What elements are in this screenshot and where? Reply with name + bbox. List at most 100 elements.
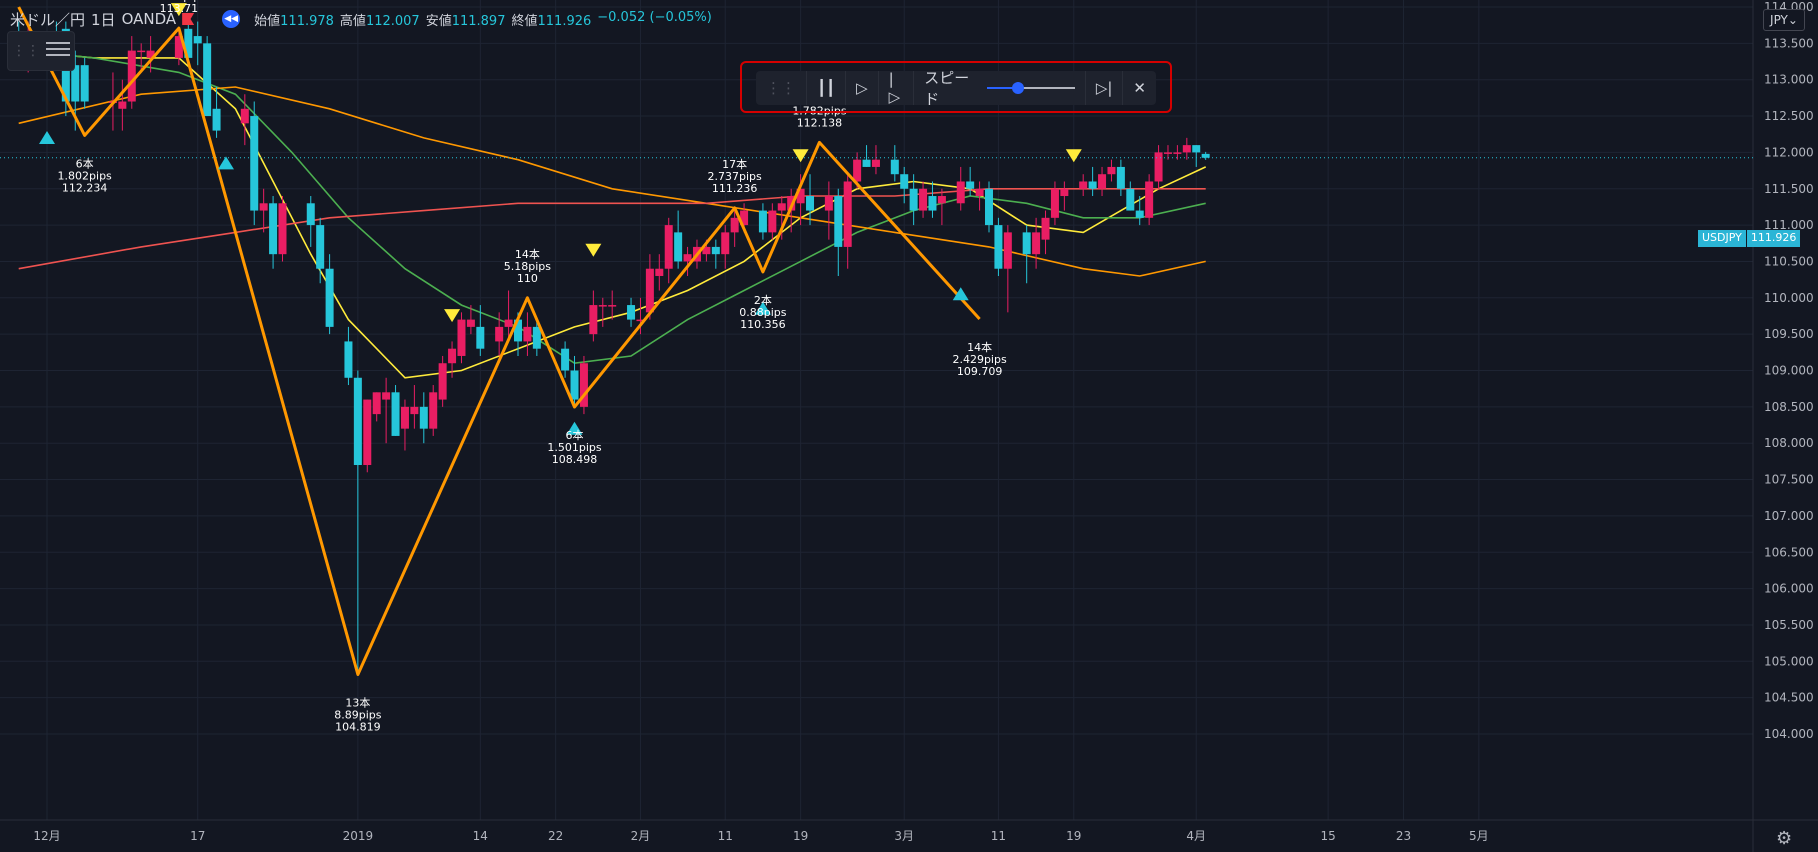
candle-body [457, 319, 466, 356]
candle-body [570, 370, 579, 400]
candle-body [438, 363, 447, 400]
close-icon[interactable]: ✕ [1133, 79, 1146, 97]
candle-body [702, 246, 711, 255]
last-price-tag: USDJPY 111.926 [1698, 230, 1801, 247]
replay-icon[interactable]: ◀◀ [222, 10, 241, 28]
candle-body [495, 326, 504, 342]
gear-icon[interactable]: ⚙ [1776, 828, 1793, 849]
candle-body [928, 196, 937, 211]
zigzag-annotation-label: 17本 [722, 157, 747, 171]
price-axis-label: 111.000 [1764, 218, 1814, 232]
time-axis-label: 14 [473, 829, 488, 843]
price-axis-label: 112.000 [1764, 145, 1814, 159]
change-value: −0.052 (−0.05%) [597, 9, 712, 25]
high-label: 高値 [339, 13, 366, 29]
candle-body [419, 406, 428, 429]
time-axis-label: 12月 [33, 829, 60, 843]
price-axis-label: 108.500 [1764, 400, 1814, 414]
price-axis-label: 108.000 [1764, 436, 1814, 450]
candle-body [796, 188, 805, 204]
candle-body [721, 232, 730, 255]
interval-label[interactable]: 1日 [91, 10, 116, 29]
candle-body [664, 225, 673, 269]
candle-body [476, 326, 485, 349]
candle-body [240, 108, 249, 124]
symbol-title[interactable]: 米ドル／円 [10, 10, 86, 29]
select-bar-icon[interactable]: ┃┃ [807, 71, 847, 105]
play-icon[interactable]: ▷ [846, 71, 879, 105]
candle-body [871, 159, 880, 167]
step-forward-icon[interactable]: |▷ [879, 70, 915, 106]
candle-body [514, 319, 522, 342]
currency-selector[interactable]: JPY ⌄ [1763, 9, 1805, 31]
price-axis-label: 107.500 [1764, 473, 1814, 487]
candle-body [429, 392, 438, 429]
candle-body [843, 181, 852, 247]
candle-body [1041, 217, 1050, 240]
candle-body [758, 210, 767, 233]
speed-slider[interactable] [987, 82, 1075, 94]
time-axis-label: 19 [793, 829, 808, 843]
low-value: 111.897 [451, 13, 506, 29]
candle-body [645, 268, 654, 313]
price-axis-label: 113.500 [1764, 36, 1814, 50]
sell-marker-icon [444, 309, 461, 323]
price-axis-label: 107.000 [1764, 509, 1814, 523]
zigzag-annotation-label: 112.138 [797, 116, 843, 129]
price-axis-label: 104.000 [1764, 727, 1814, 741]
flag-icon[interactable] [182, 13, 195, 25]
candle-body [146, 50, 155, 58]
zigzag-annotation-label: 111.236 [712, 182, 758, 195]
zigzag-annotation-label: 109.709 [957, 365, 1003, 378]
candle-body [372, 392, 381, 415]
time-axis-label: 15 [1320, 829, 1335, 843]
time-axis-label: 2月 [631, 829, 651, 843]
drag-handle-icon[interactable]: ⋮⋮ [756, 71, 807, 105]
candle-body [1079, 181, 1088, 189]
candle-body [1032, 232, 1041, 255]
candle-body [956, 181, 965, 204]
zigzag-annotation-label: 8.89pips [334, 708, 382, 721]
time-axis-label: 5月 [1469, 829, 1489, 843]
buy-marker-icon [952, 287, 969, 301]
candle-body [674, 232, 683, 262]
zigzag-annotation-label: 14本 [967, 340, 992, 354]
drag-handle-icon[interactable]: ⋮⋮ [12, 43, 40, 59]
zigzag-annotation-label: 2.429pips [952, 353, 1007, 366]
last-price-value: 111.926 [1745, 230, 1801, 247]
zigzag-annotation-label: 1.501pips [547, 441, 602, 454]
candle-body [400, 406, 409, 429]
candle-body [1182, 145, 1191, 153]
buy-marker-icon [217, 156, 234, 170]
zigzag-annotation-label: 113.71 [160, 2, 199, 15]
candle-body [730, 217, 739, 233]
speed-slider-knob[interactable] [1011, 82, 1024, 94]
price-axis-label: 113.000 [1764, 73, 1814, 87]
candle-body [1163, 152, 1172, 154]
zigzag-annotation-label: 1.802pips [58, 169, 113, 182]
candle-body [353, 377, 362, 466]
candle-body [80, 65, 89, 102]
zigzag-annotation-label: 110 [517, 272, 538, 285]
candle-body [1192, 145, 1201, 153]
candle-body [636, 319, 645, 322]
candle-body [683, 254, 692, 262]
candle-body [655, 268, 664, 276]
zigzag-annotation-label: 6本 [76, 156, 94, 170]
candle-body [325, 268, 334, 327]
candle-body [269, 203, 278, 255]
time-axis-label: 2019 [343, 829, 374, 843]
candle-body [316, 225, 325, 269]
candle-body [824, 196, 833, 211]
sell-marker-icon [1065, 149, 1082, 163]
zigzag-annotation-label: 110.356 [740, 318, 786, 331]
indicator-menu-button[interactable]: ⋮⋮ [7, 31, 75, 71]
candle-body [862, 159, 871, 167]
zigzag-annotation-label: 112.234 [62, 181, 108, 194]
time-axis-label: 4月 [1186, 829, 1206, 843]
candle-body [1050, 188, 1059, 218]
candle-body [589, 305, 598, 335]
currency-label: JPY [1770, 13, 1788, 27]
jump-to-realtime-icon[interactable]: ▷| [1086, 71, 1124, 105]
